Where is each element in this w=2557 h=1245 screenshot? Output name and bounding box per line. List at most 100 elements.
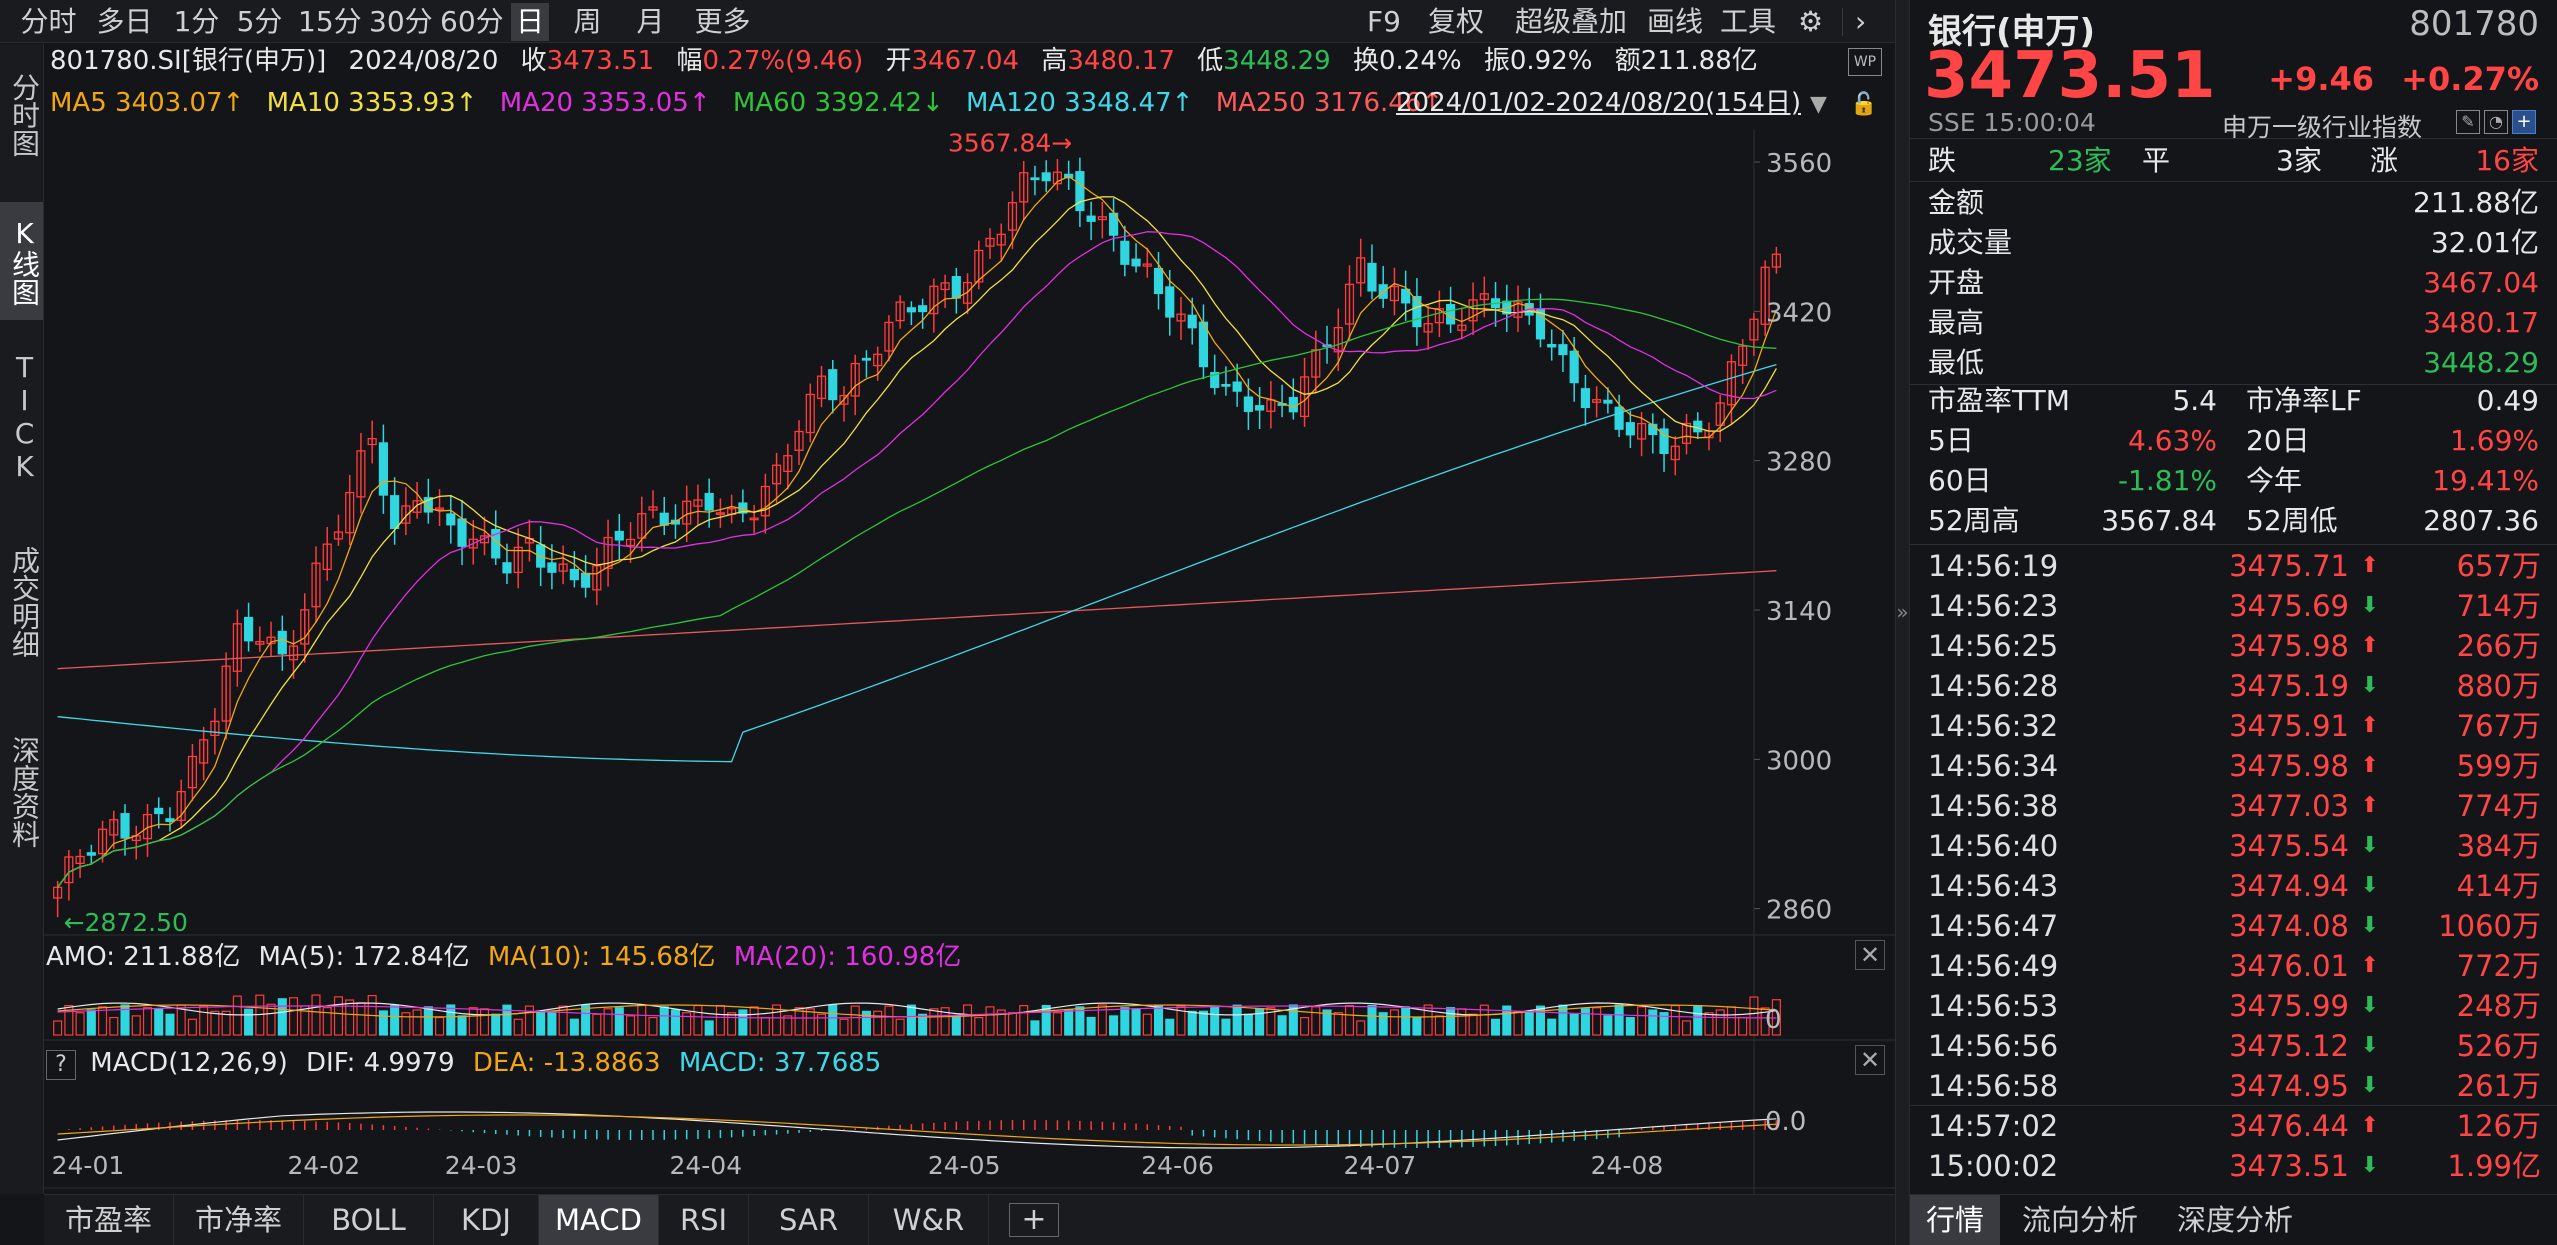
volume-bar bbox=[446, 1004, 456, 1036]
macd-help-button[interactable]: ? bbox=[46, 1050, 76, 1080]
tick-row: 14:56:53 3475.99 ⬇ 248万 bbox=[1910, 986, 2557, 1026]
collapse-chevron-icon[interactable]: » bbox=[1896, 600, 1909, 624]
candle-body bbox=[244, 616, 254, 642]
add-indicator-button[interactable]: + bbox=[1009, 1203, 1059, 1237]
alert-icon[interactable]: ◔ bbox=[2484, 110, 2508, 134]
toolbar-button-1[interactable]: 复权 bbox=[1428, 5, 1485, 38]
volume-legend: AMO: 211.88亿 MA(5): 172.84亿 MA(10): 145.… bbox=[46, 940, 961, 974]
candle-body bbox=[760, 485, 770, 517]
volume-bar bbox=[1041, 1004, 1051, 1036]
range-value: 0.27%(9.46) bbox=[702, 46, 864, 76]
toolbar-button-3[interactable]: 画线 bbox=[1647, 5, 1704, 38]
tick-volume: 526万 bbox=[2456, 1029, 2541, 1063]
left-tab-0[interactable]: 分时图 bbox=[8, 72, 41, 157]
kline-chart[interactable]: 3560 3420 3280 3140 3000 2860 3567.84→ ←2872.50… bbox=[44, 130, 1895, 1194]
date-range-selector[interactable]: 2024/01/02-2024/08/20(154日) bbox=[1396, 88, 1802, 118]
period-button-6[interactable]: 60分 bbox=[440, 5, 504, 38]
candle-body bbox=[311, 562, 321, 608]
indicator-tab-6[interactable]: SAR bbox=[749, 1195, 869, 1245]
period-button-0[interactable]: 分时 bbox=[20, 5, 77, 38]
edit-icon[interactable]: ✎ bbox=[2456, 110, 2480, 134]
toolbar-button-0[interactable]: F9 bbox=[1367, 5, 1401, 38]
return-label: 60日 bbox=[1928, 464, 1992, 497]
volume-ma-line bbox=[57, 1005, 1777, 1019]
turnover-label: 换 bbox=[1352, 46, 1379, 76]
left-tab-1[interactable]: K线图 bbox=[0, 202, 43, 320]
close-volume-panel-button[interactable]: ✕ bbox=[1855, 940, 1885, 970]
panel-divider[interactable]: » bbox=[1895, 0, 1910, 1245]
candle-body bbox=[1468, 299, 1478, 322]
volume-bar bbox=[850, 1005, 860, 1036]
tick-time: 14:56:53 bbox=[1928, 989, 2059, 1023]
volume-bar bbox=[333, 996, 343, 1036]
candle-body bbox=[1131, 258, 1141, 267]
range-label: 幅 bbox=[676, 46, 703, 76]
volume-bar bbox=[468, 1007, 478, 1036]
tick-time: 14:56:32 bbox=[1928, 709, 2059, 743]
period-button-8[interactable]: 周 bbox=[573, 5, 602, 38]
period-button-10[interactable]: 更多 bbox=[694, 5, 751, 38]
tick-price: 3475.19 bbox=[2229, 669, 2349, 703]
wp-icon[interactable]: WP bbox=[1848, 48, 1882, 76]
indicator-tab-3[interactable]: KDJ bbox=[434, 1195, 539, 1245]
candle-body bbox=[940, 282, 950, 291]
y-tick-label: 3000 bbox=[1766, 746, 1832, 776]
period-button-1[interactable]: 多日 bbox=[96, 5, 153, 38]
volume-bar bbox=[1064, 1009, 1074, 1036]
candle-body bbox=[861, 357, 872, 361]
volume-bar bbox=[783, 1015, 793, 1036]
side-tab-2[interactable]: 深度分析 bbox=[2176, 1203, 2293, 1237]
indicator-tab-5[interactable]: RSI bbox=[659, 1195, 749, 1245]
ma5-line bbox=[57, 175, 1778, 888]
toolbar-button-2[interactable]: 超级叠加 bbox=[1515, 5, 1628, 38]
left-tab-2[interactable]: TICK bbox=[8, 351, 41, 483]
left-tab-4[interactable]: 深度资料 bbox=[8, 736, 41, 848]
volume-bar bbox=[839, 1018, 849, 1036]
period-button-9[interactable]: 月 bbox=[636, 5, 665, 38]
candle-body bbox=[378, 442, 388, 496]
indicator-tab-2[interactable]: BOLL bbox=[304, 1195, 434, 1245]
indicator-tab-1[interactable]: 市净率 bbox=[174, 1195, 304, 1245]
chevron-right-icon[interactable]: › bbox=[1855, 5, 1867, 38]
volume-bar bbox=[974, 1016, 984, 1036]
indicator-tab-7[interactable]: W&R bbox=[869, 1195, 989, 1245]
lock-icon[interactable]: 🔓 bbox=[1850, 92, 1878, 117]
period-button-2[interactable]: 1分 bbox=[173, 5, 220, 38]
candle-body bbox=[1086, 215, 1096, 222]
candle-body bbox=[783, 455, 793, 473]
dropdown-triangle-icon[interactable]: ▼ bbox=[1810, 92, 1827, 117]
period-button-4[interactable]: 15分 bbox=[298, 5, 362, 38]
volume-bar bbox=[187, 1018, 197, 1036]
indicator-tab-4[interactable]: MACD bbox=[539, 1195, 659, 1245]
candle-body bbox=[97, 828, 108, 855]
pe-label: 市盈率TTM bbox=[1928, 384, 2070, 417]
candle-body bbox=[1726, 361, 1737, 406]
period-button-3[interactable]: 5分 bbox=[236, 5, 283, 38]
period-button-7[interactable]: 日 bbox=[511, 3, 549, 41]
candle-body bbox=[1030, 177, 1040, 181]
side-tab-0[interactable]: 行情 bbox=[1910, 1195, 2000, 1245]
candle-body bbox=[637, 513, 647, 539]
turnover-value: 0.24% bbox=[1378, 46, 1462, 76]
candle-body bbox=[1288, 396, 1298, 413]
return-row: 60日 -1.81% 今年 19.41% bbox=[1910, 461, 2557, 501]
volume-bar bbox=[322, 1006, 332, 1036]
volume-bar bbox=[1109, 1015, 1119, 1036]
add-watchlist-icon[interactable]: + bbox=[2512, 110, 2536, 134]
amount-value: 211.88亿 bbox=[1640, 46, 1758, 76]
left-tab-3[interactable]: 成交明细 bbox=[8, 546, 41, 658]
indicator-tab-0[interactable]: 市盈率 bbox=[44, 1195, 174, 1245]
side-tab-1[interactable]: 流向分析 bbox=[2021, 1203, 2138, 1237]
volume-bar bbox=[390, 1004, 400, 1036]
tick-volume: 1060万 bbox=[2438, 909, 2541, 943]
settings-gear-icon[interactable]: ⚙ bbox=[1798, 5, 1824, 38]
down-count: 23家 bbox=[2048, 144, 2112, 177]
volume-bar bbox=[1681, 1020, 1692, 1036]
close-macd-panel-button[interactable]: ✕ bbox=[1855, 1045, 1885, 1075]
period-button-5[interactable]: 30分 bbox=[369, 5, 433, 38]
toolbar-button-4[interactable]: 工具 bbox=[1720, 5, 1777, 38]
tick-time: 14:56:34 bbox=[1928, 749, 2059, 783]
return-label: 52周高 bbox=[1928, 504, 2020, 537]
candle-body bbox=[401, 505, 411, 524]
tick-time: 14:56:40 bbox=[1928, 829, 2059, 863]
